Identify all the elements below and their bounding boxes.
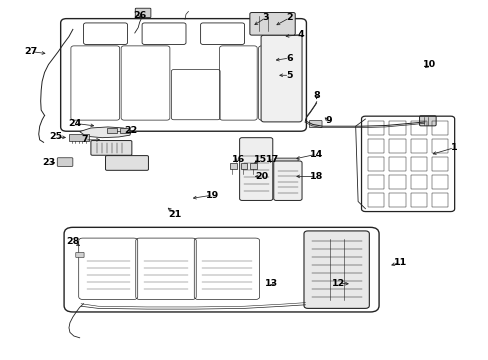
- FancyBboxPatch shape: [91, 140, 132, 155]
- FancyBboxPatch shape: [249, 13, 295, 35]
- Text: 2: 2: [285, 13, 292, 22]
- FancyBboxPatch shape: [69, 134, 89, 141]
- FancyBboxPatch shape: [273, 161, 302, 201]
- Text: 11: 11: [393, 258, 407, 267]
- Text: 24: 24: [68, 119, 81, 128]
- Bar: [240, 163, 247, 169]
- Bar: [431, 157, 447, 171]
- Bar: [431, 121, 447, 135]
- Bar: [410, 139, 426, 153]
- Bar: [388, 175, 405, 189]
- FancyBboxPatch shape: [304, 231, 368, 309]
- Text: 5: 5: [285, 71, 292, 80]
- FancyBboxPatch shape: [76, 252, 84, 257]
- Text: 18: 18: [309, 172, 323, 181]
- FancyBboxPatch shape: [274, 158, 298, 171]
- Bar: [388, 193, 405, 207]
- Bar: [120, 128, 129, 134]
- Text: 22: 22: [124, 126, 138, 135]
- Bar: [367, 193, 384, 207]
- Bar: [388, 157, 405, 171]
- Text: 23: 23: [42, 158, 55, 167]
- Bar: [410, 193, 426, 207]
- Bar: [229, 163, 236, 169]
- Text: 20: 20: [254, 172, 267, 181]
- Polygon shape: [80, 127, 131, 138]
- FancyBboxPatch shape: [105, 156, 148, 170]
- Text: 14: 14: [309, 150, 323, 159]
- Text: 27: 27: [24, 47, 38, 56]
- Bar: [107, 128, 117, 134]
- Text: 10: 10: [423, 60, 435, 69]
- FancyBboxPatch shape: [239, 138, 272, 201]
- Text: 15: 15: [253, 155, 266, 164]
- Text: 28: 28: [66, 237, 80, 246]
- Text: 9: 9: [325, 116, 331, 125]
- FancyBboxPatch shape: [419, 116, 435, 126]
- FancyBboxPatch shape: [261, 35, 302, 122]
- Bar: [250, 163, 257, 169]
- Bar: [367, 175, 384, 189]
- Text: 3: 3: [262, 13, 268, 22]
- FancyBboxPatch shape: [309, 121, 322, 128]
- Bar: [410, 157, 426, 171]
- Text: 8: 8: [313, 91, 319, 100]
- Bar: [410, 175, 426, 189]
- Text: 13: 13: [264, 279, 277, 288]
- Text: 1: 1: [450, 143, 457, 152]
- Bar: [431, 175, 447, 189]
- Bar: [431, 139, 447, 153]
- Text: 19: 19: [206, 190, 219, 199]
- Bar: [367, 157, 384, 171]
- Text: 17: 17: [265, 155, 279, 164]
- Text: 21: 21: [168, 210, 182, 219]
- Bar: [431, 193, 447, 207]
- Text: 26: 26: [133, 10, 146, 19]
- FancyBboxPatch shape: [57, 158, 73, 166]
- FancyBboxPatch shape: [135, 8, 151, 18]
- Bar: [388, 121, 405, 135]
- Text: 12: 12: [331, 279, 344, 288]
- Bar: [367, 121, 384, 135]
- Text: 16: 16: [231, 155, 244, 164]
- Bar: [410, 121, 426, 135]
- Text: 25: 25: [49, 132, 62, 141]
- Text: 7: 7: [81, 135, 88, 144]
- Bar: [367, 139, 384, 153]
- Bar: [388, 139, 405, 153]
- Text: 6: 6: [285, 54, 292, 63]
- Text: 4: 4: [297, 30, 303, 39]
